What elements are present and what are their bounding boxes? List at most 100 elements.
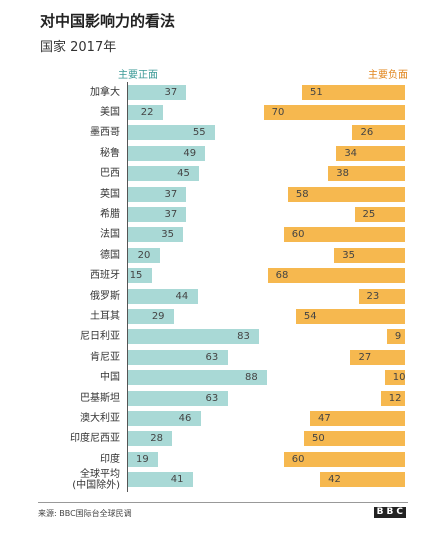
negative-bar	[336, 145, 405, 161]
value-label: 27	[358, 351, 372, 363]
category-label: 德国	[100, 249, 120, 261]
value-label: 55	[192, 127, 206, 139]
negative-bar	[334, 247, 405, 263]
value-label: 49	[183, 147, 197, 159]
category-label: 巴基斯坦	[80, 392, 120, 404]
value-label: 60	[291, 229, 305, 241]
category-label: 尼日利亚	[80, 331, 120, 343]
value-label: 15	[129, 270, 143, 282]
value-label: 37	[164, 188, 178, 200]
positive-bar	[128, 451, 159, 467]
value-label: 54	[303, 310, 317, 322]
category-label: 法国	[100, 229, 120, 241]
positive-bar	[128, 308, 174, 324]
category-label: 印度尼西亚	[70, 433, 120, 445]
negative-bar	[328, 166, 405, 182]
logo: BBC	[373, 507, 406, 518]
positive-bar	[128, 166, 200, 182]
value-label: 68	[275, 270, 289, 282]
chart-subtitle: 国家 2017年	[40, 40, 117, 55]
negative-bar	[352, 125, 405, 141]
value-label: 25	[362, 208, 376, 220]
positive-bar	[128, 227, 184, 243]
chart-title: 对中国影响力的看法	[40, 12, 176, 30]
category-label: 土耳其	[90, 310, 120, 322]
negative-bar	[267, 268, 405, 284]
negative-bar	[310, 410, 405, 426]
value-label: 83	[237, 331, 250, 343]
value-label: 63	[205, 351, 219, 363]
negative-bar	[304, 431, 405, 447]
category-label: 秘鲁	[100, 147, 120, 159]
positive-bar	[128, 125, 215, 141]
negative-bar	[283, 451, 405, 467]
value-label: 47	[318, 412, 331, 424]
positive-bar	[128, 186, 187, 202]
value-label: 19	[136, 453, 149, 465]
category-label: 西班牙	[90, 270, 120, 282]
category-label: 美国	[100, 106, 120, 118]
value-label: 28	[150, 433, 163, 445]
positive-bar	[128, 247, 160, 263]
value-label: 9	[394, 331, 402, 343]
positive-bar	[128, 472, 193, 488]
value-label: 22	[140, 106, 154, 118]
value-label: 37	[164, 208, 178, 220]
value-label: 44	[175, 290, 189, 302]
axis-line	[127, 82, 128, 492]
value-label: 41	[170, 474, 184, 486]
negative-bar	[358, 288, 405, 304]
negative-bar	[386, 329, 405, 345]
value-label: 26	[360, 127, 374, 139]
negative-bar	[380, 390, 405, 406]
negative-bar	[283, 227, 405, 243]
value-label: 50	[312, 433, 325, 445]
value-label: 35	[161, 229, 175, 241]
footer-rule	[38, 502, 408, 503]
category-label: 英国	[100, 188, 120, 200]
value-label: 45	[177, 168, 190, 180]
negative-bar	[350, 349, 405, 365]
value-label: 46	[178, 412, 192, 424]
category-label: 中国	[100, 372, 120, 384]
value-label: 12	[388, 392, 402, 404]
positive-bar	[128, 206, 187, 222]
positive-bar	[128, 410, 201, 426]
legend-label: 主要正面	[118, 70, 158, 81]
value-label: 29	[151, 310, 165, 322]
negative-bar	[295, 308, 405, 324]
value-label: 70	[271, 106, 285, 118]
positive-bar	[128, 370, 268, 386]
positive-bar	[128, 145, 206, 161]
category-label: 墨西哥	[90, 127, 120, 139]
category-label: 印度	[100, 453, 120, 465]
value-label: 37	[164, 86, 178, 98]
category-label: 全球平均 (中国除外)	[72, 468, 120, 491]
value-label: 60	[291, 453, 305, 465]
negative-bar	[354, 206, 405, 222]
positive-bar	[128, 288, 198, 304]
category-label: 肯尼亚	[90, 351, 120, 363]
category-label: 澳大利亚	[80, 412, 120, 424]
value-label: 88	[245, 372, 258, 384]
legend-label: 主要负面	[368, 70, 408, 81]
negative-bar	[287, 186, 405, 202]
negative-bar	[384, 370, 405, 386]
negative-bar	[263, 104, 405, 120]
value-label: 42	[328, 474, 341, 486]
category-label: 巴西	[100, 168, 120, 180]
value-label: 34	[344, 147, 358, 159]
positive-bar	[128, 390, 228, 406]
value-label: 51	[309, 86, 323, 98]
value-label: 23	[366, 290, 380, 302]
category-label: 俄罗斯	[90, 290, 120, 302]
positive-bar	[128, 349, 228, 365]
value-label: 20	[137, 249, 151, 261]
positive-bar	[128, 431, 173, 447]
negative-bar	[320, 472, 405, 488]
negative-bar	[301, 84, 405, 100]
value-label: 38	[336, 168, 349, 180]
value-label: 35	[342, 249, 356, 261]
positive-bar	[128, 84, 187, 100]
